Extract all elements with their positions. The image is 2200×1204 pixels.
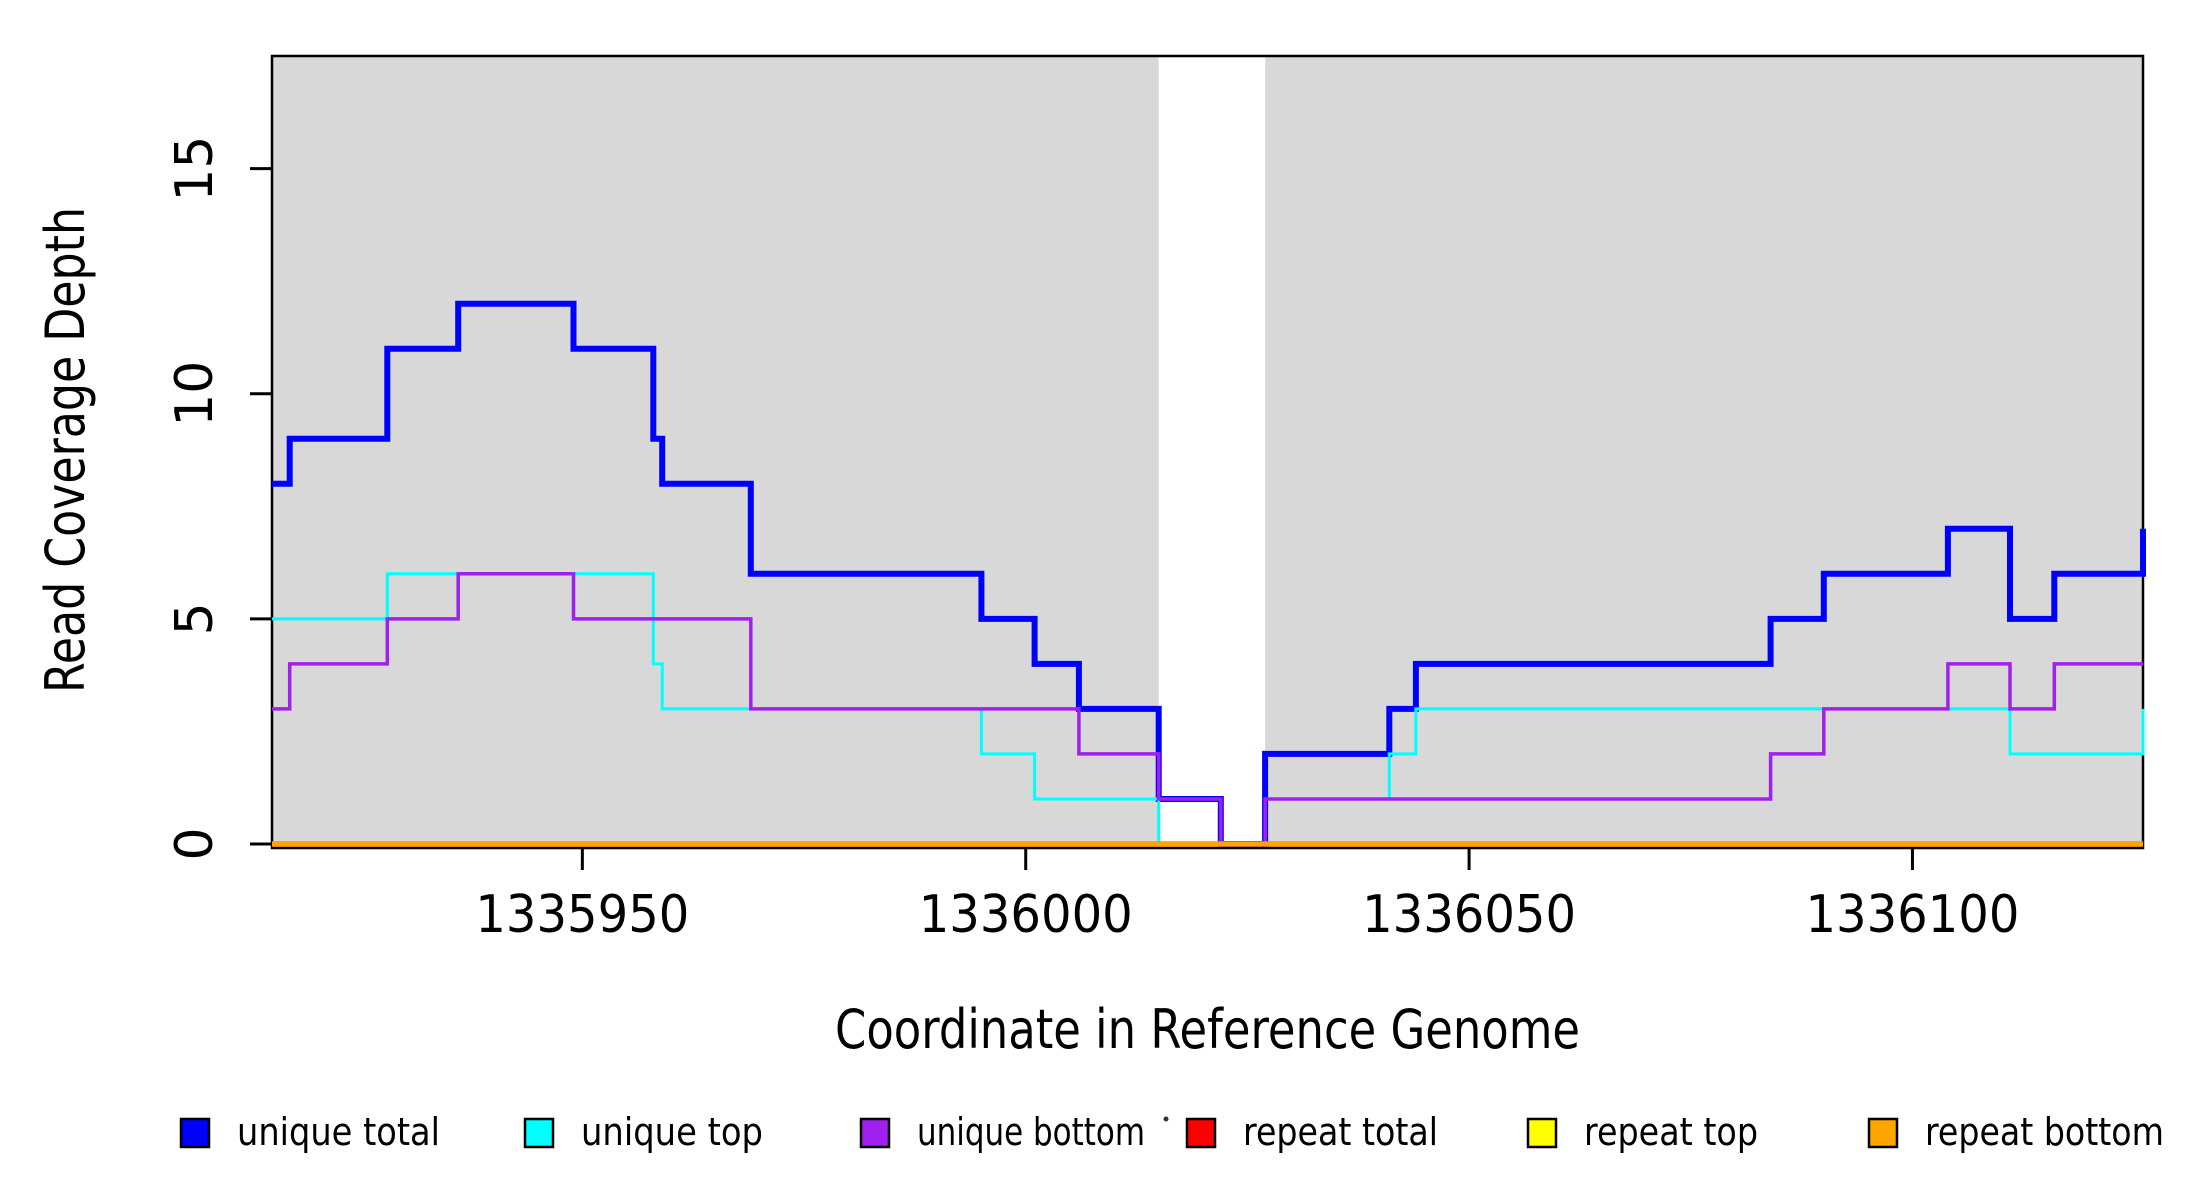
y-axis-tick-label: 10 — [165, 361, 225, 427]
x-axis-tick-label: 1336050 — [1362, 885, 1576, 945]
y-axis-title: Read Coverage Depth — [34, 207, 97, 693]
legend-swatch-repeat-top — [1526, 1117, 1558, 1149]
legend: unique total unique top unique bottom repea… — [179, 1110, 2164, 1154]
legend-item-unique-top: unique top — [523, 1110, 763, 1154]
y-axis: 0 5 10 15 — [165, 135, 272, 861]
legend-item-unique-bottom: unique bottom — [859, 1110, 1145, 1154]
y-axis-tick-label: 5 — [165, 602, 225, 635]
series-line-unique-bottom — [272, 572, 2143, 846]
legend-swatch-unique-bottom — [859, 1117, 891, 1149]
x-axis-tick-label: 1336100 — [1805, 885, 2019, 945]
legend-item-unique-total: unique total — [179, 1110, 440, 1154]
plot-box — [270, 54, 2145, 850]
legend-item-repeat-top: repeat top — [1526, 1110, 1758, 1154]
y-axis-tick-label: 0 — [165, 827, 225, 860]
x-axis-tick-label: 1336000 — [919, 885, 1133, 945]
gap-region — [1158, 56, 1266, 848]
legend-item-repeat-bottom: repeat bottom — [1867, 1110, 2164, 1154]
legend-swatch-repeat-bottom — [1867, 1117, 1899, 1149]
x-axis-title: Coordinate in Reference Genome — [835, 998, 1580, 1061]
legend-label: repeat total — [1243, 1110, 1438, 1154]
legend-swatch-unique-top — [523, 1117, 555, 1149]
x-axis-tick-label: 1335950 — [475, 885, 689, 945]
series-line-unique-total — [272, 300, 2146, 847]
y-axis-tick-label: 15 — [165, 135, 225, 201]
legend-item-repeat-total: repeat total — [1185, 1110, 1438, 1154]
x-axis: 1335950 1336000 1336050 1336100 — [475, 848, 2019, 945]
legend-swatch-repeat-total — [1185, 1117, 1217, 1149]
stray-mark — [1163, 1116, 1169, 1122]
legend-label: unique bottom — [917, 1110, 1145, 1154]
legend-swatch-unique-total — [179, 1117, 211, 1149]
legend-label: unique total — [237, 1110, 440, 1154]
legend-label: repeat top — [1584, 1110, 1758, 1154]
legend-label: repeat bottom — [1925, 1110, 2164, 1154]
legend-label: unique top — [581, 1110, 763, 1154]
